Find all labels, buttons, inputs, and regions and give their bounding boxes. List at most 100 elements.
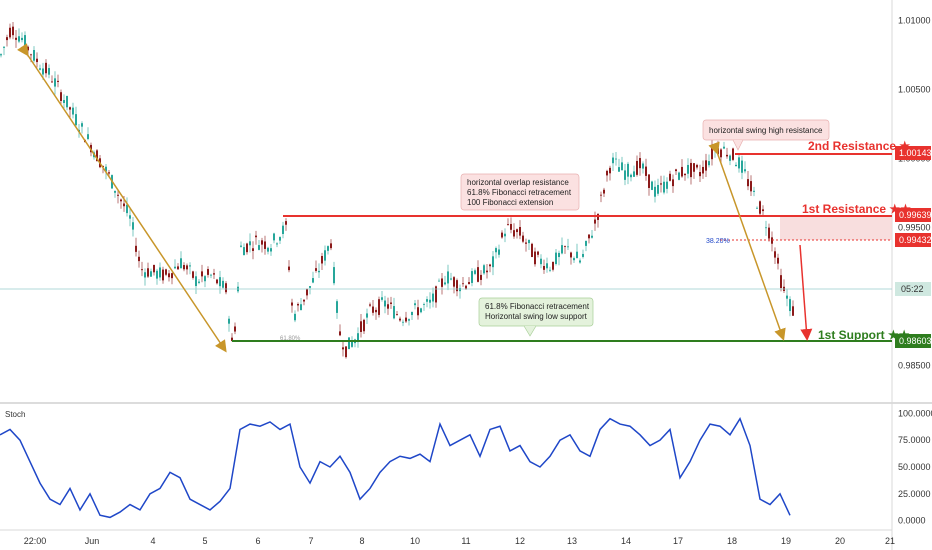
candle-body xyxy=(261,240,263,245)
candle-body xyxy=(603,189,605,194)
candle-body xyxy=(654,186,656,197)
candle-body xyxy=(552,261,554,270)
candle-body xyxy=(216,279,218,284)
candle-body xyxy=(420,308,422,313)
candle-body xyxy=(456,280,458,292)
candle-body xyxy=(375,309,377,313)
candle-body xyxy=(126,204,128,214)
candle-body xyxy=(432,293,434,302)
candle-body xyxy=(63,100,65,103)
candle-body xyxy=(462,283,464,285)
candle-body xyxy=(669,173,671,181)
candle-body xyxy=(234,326,236,332)
candle-body xyxy=(381,297,383,300)
candle-body xyxy=(567,246,569,248)
candle-body xyxy=(258,245,260,250)
candle-body xyxy=(708,161,710,166)
candle-body xyxy=(378,299,380,315)
candle-body xyxy=(579,260,581,263)
candle-body xyxy=(741,160,743,173)
candle-body xyxy=(240,245,242,247)
candle-body xyxy=(318,270,320,273)
candle-body xyxy=(228,318,230,324)
candle-body xyxy=(774,251,776,258)
time-axis-tick: 8 xyxy=(359,536,364,546)
svg-text:0.99432: 0.99432 xyxy=(899,235,932,245)
candle-body xyxy=(495,248,497,253)
stoch-title: Stoch xyxy=(5,410,25,419)
overlap-resistance-annotation: horizontal overlap resistance 61.8% Fibo… xyxy=(460,173,580,211)
badge-fib-38: 0.99432 xyxy=(895,233,932,247)
candle-body xyxy=(393,306,395,319)
candle-body xyxy=(681,166,683,177)
candle-body xyxy=(27,46,29,51)
candle-body xyxy=(504,233,506,237)
candle-body xyxy=(414,303,416,306)
candle-body xyxy=(141,269,143,271)
svg-text:61.8% Fibonacci retracement: 61.8% Fibonacci retracement xyxy=(467,188,572,197)
candle-body xyxy=(12,26,14,36)
candle-body xyxy=(555,252,557,265)
candle-body xyxy=(312,278,314,283)
candle-body xyxy=(768,227,770,239)
candle-body xyxy=(789,299,791,312)
candle-body xyxy=(372,306,374,313)
candle-body xyxy=(390,302,392,304)
second-resistance-label: 2nd Resistance ★ xyxy=(808,139,910,153)
candle-body xyxy=(48,68,50,75)
candle-body xyxy=(594,219,596,224)
candle-body xyxy=(192,271,194,278)
candle-body xyxy=(108,172,110,174)
candle-body xyxy=(570,252,572,258)
candle-body xyxy=(321,255,323,264)
candle-body xyxy=(489,264,491,267)
badge-2nd-resistance: 1.00143 xyxy=(895,146,932,160)
candle-body xyxy=(549,269,551,271)
candle-body xyxy=(714,148,716,151)
candle-body xyxy=(36,58,38,63)
candle-body xyxy=(516,229,518,233)
time-axis-tick: 12 xyxy=(515,536,525,546)
candle-body xyxy=(153,264,155,273)
candle-body xyxy=(249,241,251,246)
candle-body xyxy=(342,347,344,350)
candle-body xyxy=(651,181,653,190)
candle-body xyxy=(39,68,41,70)
candle-body xyxy=(585,241,587,246)
candle-body xyxy=(744,169,746,172)
candle-body xyxy=(246,243,248,253)
candle-body xyxy=(459,288,461,292)
price-axis-tick: 0.99500 xyxy=(898,223,931,233)
candle-body xyxy=(309,286,311,288)
candle-body xyxy=(120,199,122,202)
candle-body xyxy=(219,277,221,287)
candle-body xyxy=(624,170,626,180)
candle-body xyxy=(387,304,389,309)
candle-body xyxy=(336,301,338,313)
candle-body xyxy=(339,331,341,336)
candle-body xyxy=(747,179,749,187)
candle-body xyxy=(174,266,176,269)
candle-body xyxy=(357,333,359,343)
candle-body xyxy=(657,184,659,194)
support-annotation: 61.8% Fibonacci retracement Horizontal s… xyxy=(478,297,594,337)
price-axis-tick: 0.98500 xyxy=(898,361,931,371)
stoch-axis-tick: 50.0000 xyxy=(898,462,931,472)
candle-body xyxy=(582,253,584,257)
price-series xyxy=(0,22,794,359)
candle-body xyxy=(477,267,479,282)
fib-38-label: 38.20% xyxy=(706,238,730,245)
candle-body xyxy=(777,257,779,264)
candle-body xyxy=(315,268,317,271)
candle-body xyxy=(720,149,722,158)
candle-body xyxy=(15,37,17,40)
candle-body xyxy=(447,271,449,284)
candle-body xyxy=(255,235,257,238)
candle-body xyxy=(294,313,296,321)
candle-body xyxy=(486,270,488,273)
candle-body xyxy=(426,299,428,302)
candle-body xyxy=(369,304,371,306)
time-axis-tick: 19 xyxy=(781,536,791,546)
candle-body xyxy=(9,27,11,38)
